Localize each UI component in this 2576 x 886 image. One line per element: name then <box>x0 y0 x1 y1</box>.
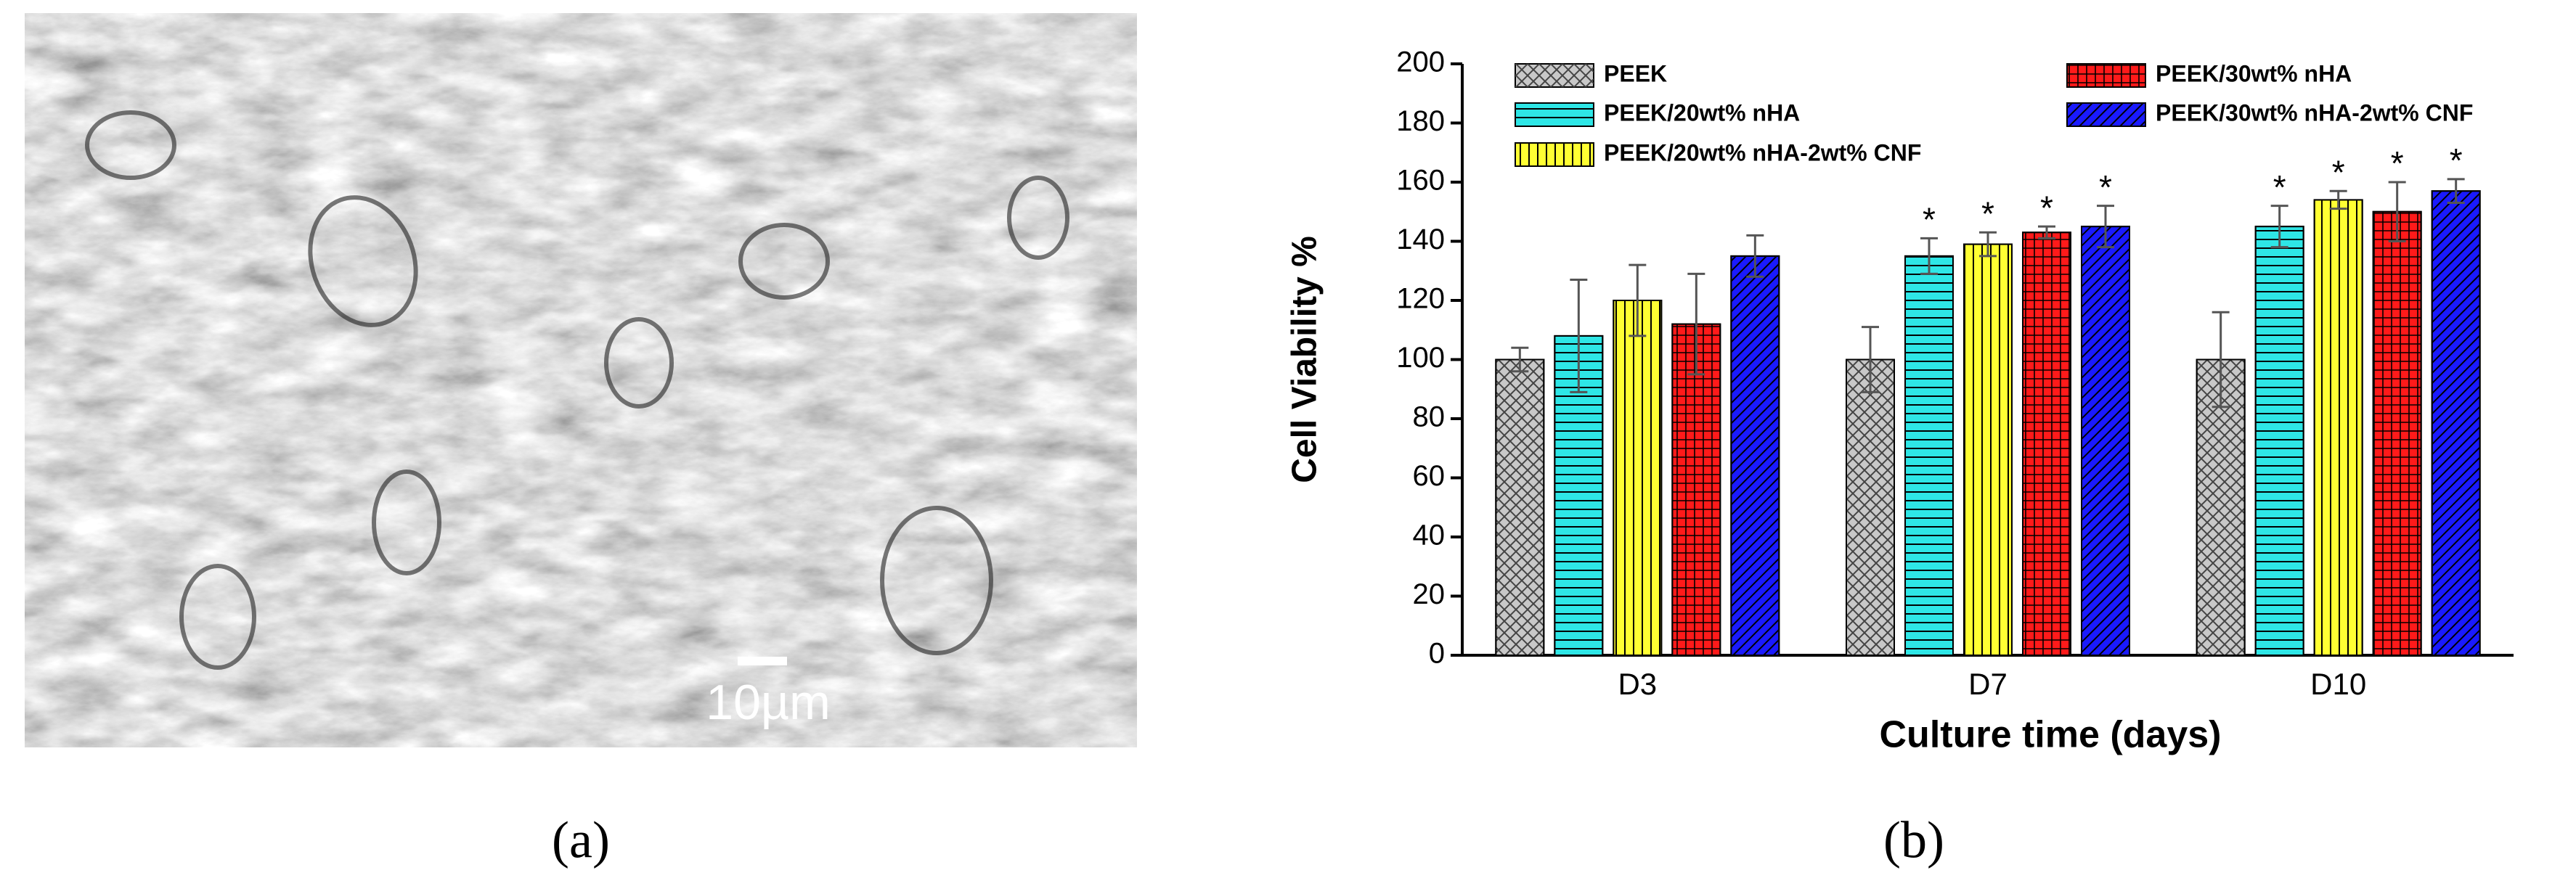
error-bar <box>1511 346 1529 373</box>
y-tick-label: 180 <box>1396 105 1445 137</box>
y-tick-label: 140 <box>1396 223 1445 255</box>
bar-hatch <box>2431 190 2481 657</box>
bar-hatch <box>2196 358 2246 656</box>
legend-swatch-hatch <box>1515 103 1594 126</box>
legend-label: PEEK/20wt% nHA-2wt% CNF <box>1604 139 1921 165</box>
error-bar <box>1687 272 1705 376</box>
significance-marker: * <box>2273 168 2286 206</box>
error-bar <box>1862 326 1879 393</box>
error-bar <box>1629 263 1647 337</box>
significance-marker: * <box>2391 144 2404 182</box>
significance-marker: * <box>2040 189 2053 226</box>
bar-hatch <box>2313 199 2363 656</box>
error-bar <box>2447 178 2465 205</box>
x-axis-label: Culture time (days) <box>1880 714 2222 756</box>
bar-hatch <box>2254 226 2304 656</box>
scale-bar-label: 10µm <box>706 675 830 730</box>
bar-hatch <box>1495 358 1545 656</box>
bar-hatch <box>2022 231 2071 656</box>
significance-marker: * <box>1923 201 1936 239</box>
error-bar <box>2270 205 2288 249</box>
error-bar <box>1979 231 1997 258</box>
error-bar <box>2212 311 2230 409</box>
bar-hatch <box>2372 210 2422 656</box>
error-bar <box>1570 278 1588 393</box>
bar-chart: 0 20 40 60 80 100 120 140 160 180 200 Cell Viabilit… <box>1286 46 2514 756</box>
bar-hatch <box>1671 323 1721 656</box>
significance-marker: * <box>1981 194 1994 232</box>
legend-label: PEEK/20wt% nHA <box>1604 99 1800 126</box>
bar-hatch <box>1963 243 2013 656</box>
error-bar <box>1746 234 1764 278</box>
y-axis-label: Cell Viability % <box>1286 236 1324 483</box>
y-tick-label: 0 <box>1429 638 1445 670</box>
y-tick-label: 20 <box>1413 578 1446 610</box>
x-tick-label: D7 <box>1968 667 2008 701</box>
error-bar <box>1920 237 1938 275</box>
legend-swatch-hatch <box>2067 64 2145 87</box>
significance-marker: * <box>2099 168 2112 206</box>
sem-image: 10µm <box>25 13 1137 747</box>
bar-hatch <box>1613 300 1663 656</box>
x-tick-label: D10 <box>2310 667 2366 701</box>
error-bar <box>2388 181 2406 242</box>
y-tick-label: 160 <box>1396 165 1445 197</box>
significance-marker: * <box>2332 153 2345 191</box>
bar-hatch <box>2081 226 2130 656</box>
y-tick-label: 60 <box>1413 460 1446 492</box>
y-tick-label: 40 <box>1413 520 1446 551</box>
legend-label: PEEK <box>1604 60 1667 86</box>
y-tick-label: 120 <box>1396 283 1445 315</box>
x-tick-label: D3 <box>1618 667 1657 701</box>
error-bar <box>2038 225 2055 239</box>
bar-hatch <box>1846 358 1895 656</box>
y-tick-label: 200 <box>1396 46 1445 78</box>
y-tick-label: 80 <box>1413 401 1446 433</box>
significance-marker: * <box>2450 141 2463 179</box>
y-tick-label: 100 <box>1396 342 1445 374</box>
panel-label: (b) <box>1883 811 1944 869</box>
legend-label: PEEK/30wt% nHA-2wt% CNF <box>2156 99 2473 126</box>
legend-label: PEEK/30wt% nHA <box>2156 60 2352 86</box>
legend-swatch-hatch <box>1515 64 1594 87</box>
panel-label: (a) <box>552 811 610 869</box>
error-bar <box>2329 189 2347 210</box>
legend-swatch-hatch <box>1515 143 1594 166</box>
error-bar <box>2097 205 2114 249</box>
bar-hatch <box>1730 255 1780 656</box>
bar-hatch <box>1904 255 1954 656</box>
legend-swatch-hatch <box>2067 103 2145 126</box>
